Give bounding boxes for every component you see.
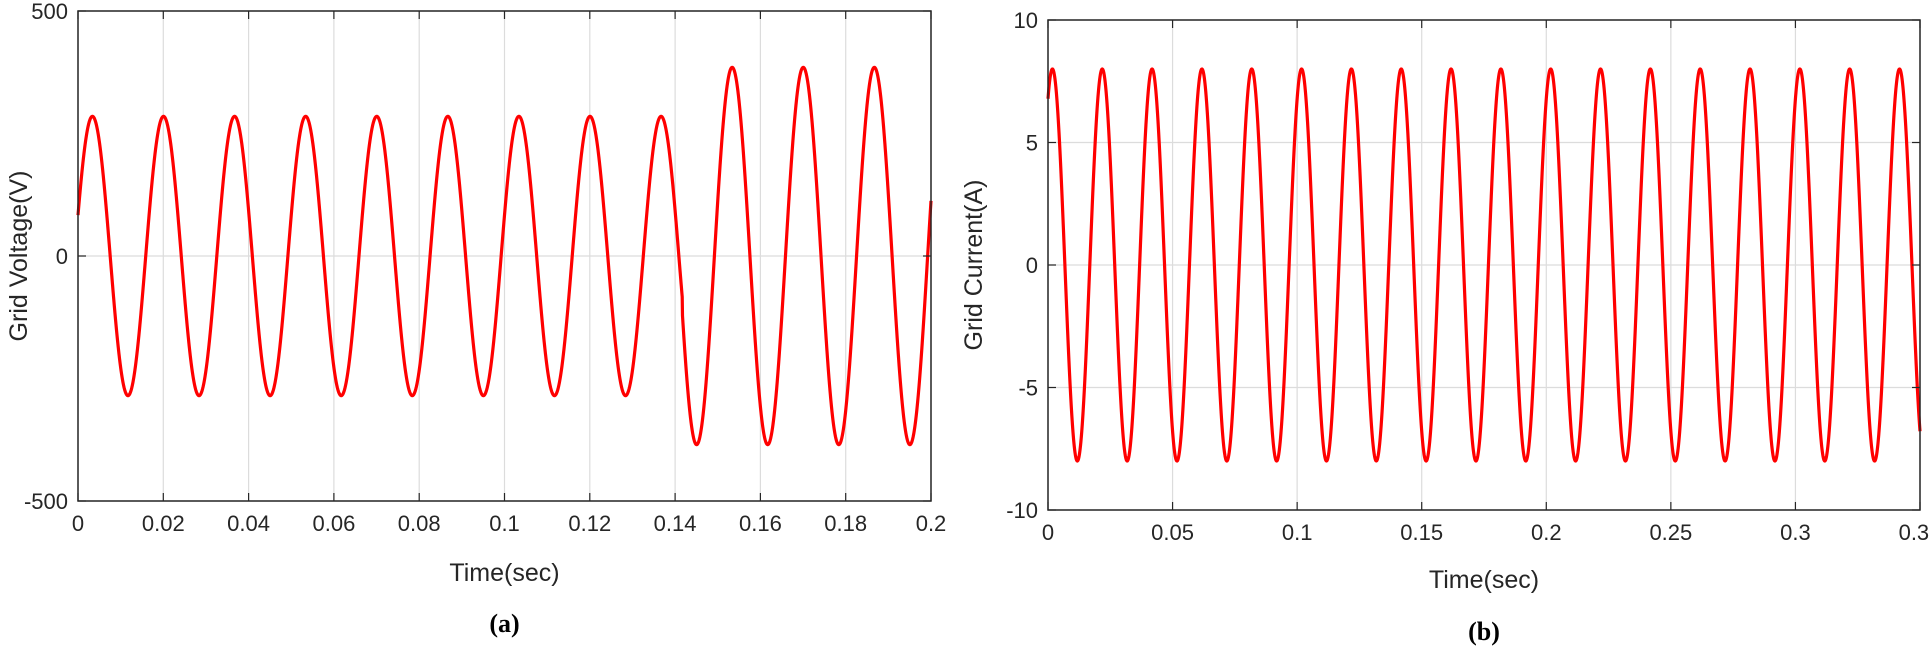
- x-tick-label: 0.2: [916, 511, 947, 536]
- x-tick-label: 0.05: [1151, 520, 1194, 545]
- y-tick-label: -5: [1018, 376, 1038, 401]
- chart-panel-a: 0 0.02 0.04 0.06 0.08 0.1 0.12 0.14 0.16 0.18 0.2 -…: [5, 0, 946, 638]
- x-tick-label: 0.1: [1282, 520, 1313, 545]
- x-tick-label: 0: [72, 511, 84, 536]
- y-tick-label: 0: [1026, 253, 1038, 278]
- x-tick-label: 0.12: [568, 511, 611, 536]
- chart-panel-b: 0 0.05 0.1 0.15 0.2 0.25 0.3 0.35 -10 -5 0 5 10 Time(…: [960, 8, 1929, 646]
- y-tick-label: -500: [24, 489, 68, 514]
- y-axis-label: Grid Voltage(V): [5, 171, 33, 342]
- x-axis-label: Time(sec): [1429, 566, 1539, 594]
- x-tick-label: 0: [1042, 520, 1054, 545]
- x-tick-label: 0.16: [739, 511, 782, 536]
- y-tick-label: -10: [1006, 498, 1038, 523]
- x-tick-label: 0.14: [654, 511, 697, 536]
- figure-caption: (b): [1468, 617, 1500, 646]
- x-tick-label: 0.02: [142, 511, 185, 536]
- x-tick-label: 0.06: [312, 511, 355, 536]
- x-tick-label: 0.1: [489, 511, 520, 536]
- x-tick-label: 0.35: [1899, 520, 1929, 545]
- x-tick-label: 0.25: [1649, 520, 1692, 545]
- x-tick-label: 0.3: [1780, 520, 1811, 545]
- x-tick-label: 0.04: [227, 511, 270, 536]
- x-tick-label: 0.15: [1400, 520, 1443, 545]
- series-line: [1046, 67, 1922, 463]
- x-tick-label: 0.08: [398, 511, 441, 536]
- y-tick-label: 0: [56, 244, 68, 269]
- y-tick-label: 5: [1026, 131, 1038, 156]
- y-tick-label: 500: [31, 0, 68, 24]
- y-tick-label: 10: [1014, 8, 1038, 33]
- series-line: [76, 65, 933, 447]
- y-axis-label: Grid Current(A): [960, 180, 988, 351]
- x-axis-label: Time(sec): [449, 559, 559, 587]
- x-tick-label: 0.2: [1531, 520, 1562, 545]
- x-tick-label: 0.18: [824, 511, 867, 536]
- figure-caption: (a): [489, 609, 519, 638]
